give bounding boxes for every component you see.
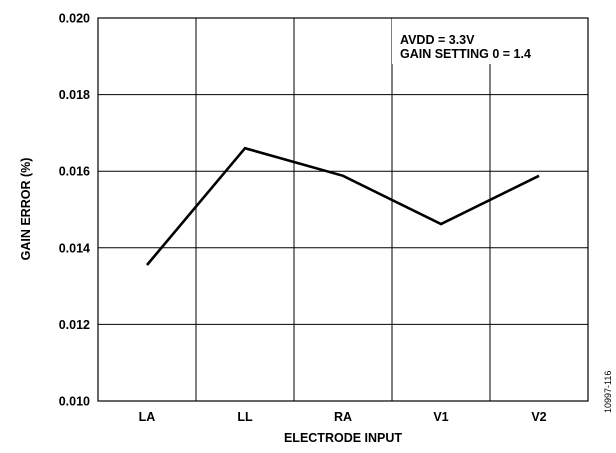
y-tick-label: 0.012 (59, 318, 90, 332)
x-tick-label: RA (334, 410, 352, 424)
annotation-box (392, 18, 588, 64)
x-tick-label: V1 (433, 410, 448, 424)
y-tick-label: 0.018 (59, 88, 90, 102)
data-series (146, 146, 540, 266)
x-tick-label: LL (237, 410, 253, 424)
x-tick-label: LA (139, 410, 156, 424)
y-tick-label: 0.016 (59, 165, 90, 179)
y-tick-label: 0.020 (59, 12, 90, 26)
y-axis-ticks: 0.010 0.012 0.014 0.016 0.018 0.020 (59, 12, 90, 409)
y-tick-label: 0.010 (59, 395, 90, 409)
y-axis-label: GAIN ERROR (%) (19, 158, 33, 261)
figure-code: 10997-116 (603, 371, 613, 413)
x-tick-label: V2 (531, 410, 546, 424)
plot-frame (97, 17, 589, 402)
x-axis-label: ELECTRODE INPUT (284, 431, 402, 445)
y-tick-label: 0.014 (59, 241, 90, 255)
plot-background (98, 18, 588, 401)
x-axis-ticks: LA LL RA V1 V2 (139, 410, 547, 424)
annotation-line-2: GAIN SETTING 0 = 1.4 (400, 47, 531, 61)
annotation-line-1: AVDD = 3.3V (400, 33, 475, 47)
